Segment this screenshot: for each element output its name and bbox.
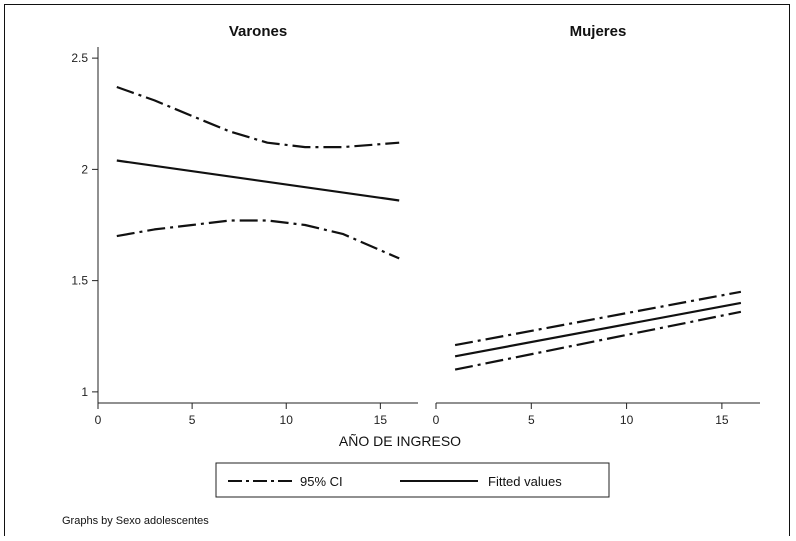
x-tick-label: 10: [280, 413, 294, 427]
y-tick-label: 1: [81, 385, 88, 399]
graph-note: Graphs by Sexo adolescentes: [62, 515, 209, 527]
panel-title: Varones: [229, 23, 287, 40]
x-tick-label: 0: [95, 413, 102, 427]
graph-frame: [4, 4, 790, 536]
x-tick-label: 5: [189, 413, 196, 427]
fitted-line: [454, 301, 742, 358]
x-tick-label: 10: [620, 413, 634, 427]
ci-line: [454, 310, 742, 371]
ci-line: [116, 219, 400, 260]
y-tick-label: 2.5: [71, 51, 88, 65]
legend-ci-label: 95% CI: [300, 474, 343, 489]
legend: 95% CI Fitted values: [215, 462, 610, 498]
x-axis-label: AÑO DE INGRESO: [339, 433, 461, 449]
y-tick-label: 1.5: [71, 274, 88, 288]
x-tick-label: 15: [715, 413, 729, 427]
x-tick-label: 0: [433, 413, 440, 427]
panel-mujeres: Mujeres 0 5 10 15: [433, 23, 760, 427]
ci-line: [116, 85, 400, 149]
legend-fitted-label: Fitted values: [488, 474, 562, 489]
y-tick-label: 2: [81, 162, 88, 176]
ci-line: [454, 290, 742, 347]
panel-varones: Varones 0 5 10 15 1 1.5 2 2.5: [71, 23, 418, 427]
panel-title: Mujeres: [570, 23, 627, 40]
x-tick-label: 15: [374, 413, 388, 427]
fitted-line: [116, 159, 400, 202]
x-tick-label: 5: [528, 413, 535, 427]
